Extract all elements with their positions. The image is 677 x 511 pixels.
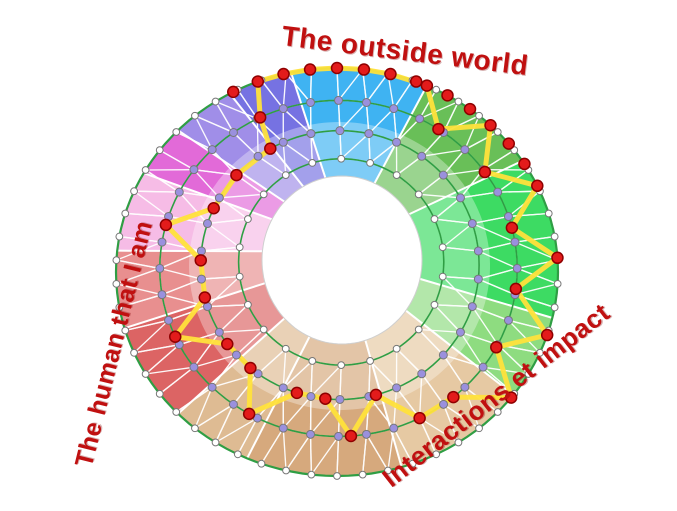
sector-fills (116, 68, 558, 476)
red-nodes (159, 61, 564, 443)
